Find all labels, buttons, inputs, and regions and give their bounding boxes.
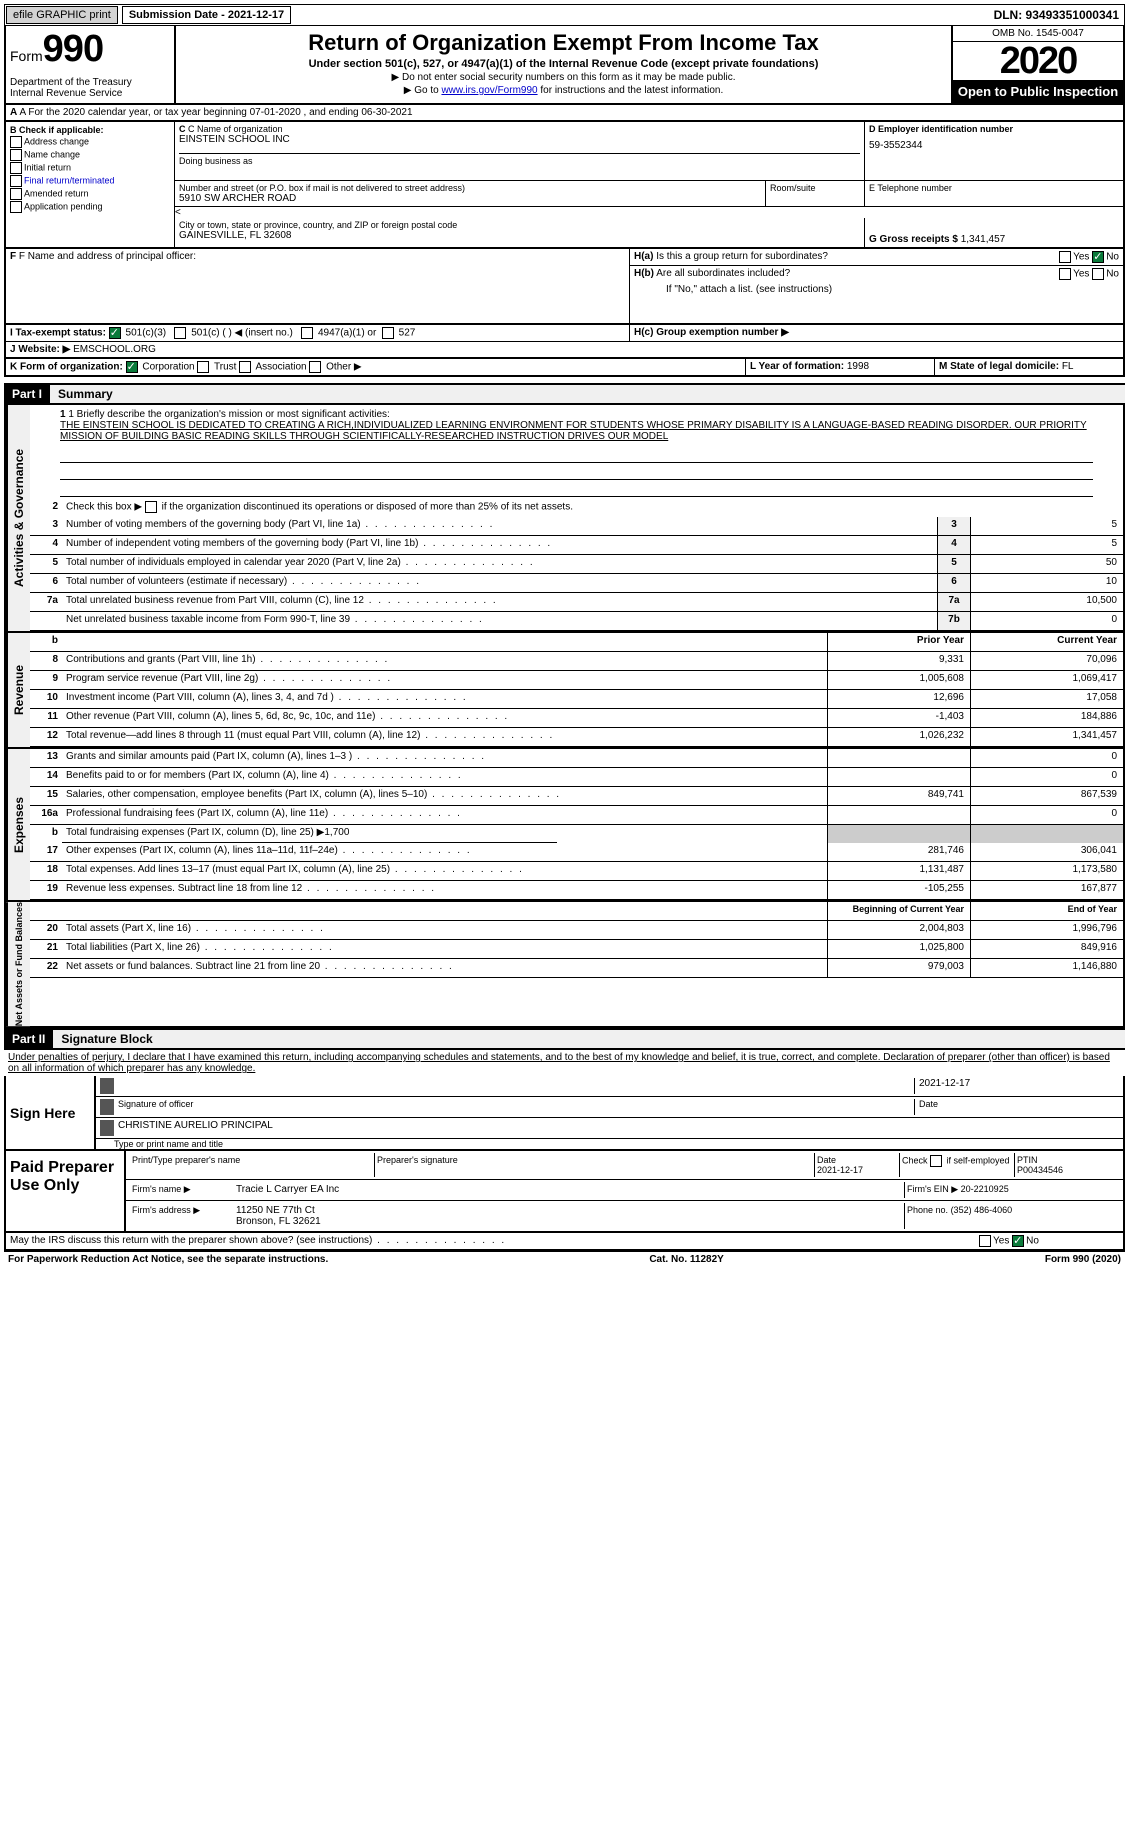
form-number: Form990: [10, 28, 170, 71]
table-row: 15Salaries, other compensation, employee…: [30, 787, 1123, 806]
irs-link[interactable]: www.irs.gov/Form990: [441, 85, 537, 96]
table-row: 8Contributions and grants (Part VIII, li…: [30, 652, 1123, 671]
initial-return-checkbox[interactable]: [10, 162, 22, 174]
mission-text: THE EINSTEIN SCHOOL IS DEDICATED TO CREA…: [60, 420, 1093, 442]
table-row: 13Grants and similar amounts paid (Part …: [30, 749, 1123, 768]
firm-ein: 20-2210925: [961, 1184, 1009, 1194]
table-row: Net unrelated business taxable income fr…: [30, 612, 1123, 631]
4947-checkbox[interactable]: [301, 327, 313, 339]
discontinued-checkbox[interactable]: [145, 501, 157, 513]
table-row: 21Total liabilities (Part X, line 26)1,0…: [30, 940, 1123, 959]
table-row: 22Net assets or fund balances. Subtract …: [30, 959, 1123, 978]
paid-preparer-block: Paid Preparer Use Only Print/Type prepar…: [4, 1151, 1125, 1233]
table-row: 18Total expenses. Add lines 13–17 (must …: [30, 862, 1123, 881]
sign-date: 2021-12-17: [914, 1078, 1119, 1094]
form-title: Return of Organization Exempt From Incom…: [184, 30, 943, 56]
dept-label: Department of the Treasury Internal Reve…: [10, 77, 170, 99]
table-row: 17Other expenses (Part IX, column (A), l…: [30, 843, 1123, 862]
ha-yes[interactable]: [1059, 251, 1071, 263]
amended-checkbox[interactable]: [10, 188, 22, 200]
hb-no[interactable]: [1092, 268, 1104, 280]
gross-receipts: 1,341,457: [961, 234, 1006, 245]
efile-button[interactable]: efile GRAPHIC print: [6, 6, 118, 24]
note-ssn: ▶ Do not enter social security numbers o…: [184, 72, 943, 83]
table-row: bTotal fundraising expenses (Part IX, co…: [30, 825, 1123, 843]
paid-preparer-label: Paid Preparer Use Only: [6, 1151, 126, 1231]
table-row: 6Total number of volunteers (estimate if…: [30, 574, 1123, 593]
sign-here-label: Sign Here: [6, 1076, 96, 1149]
ptin: P00434546: [1017, 1165, 1063, 1175]
expenses-section: Expenses 13Grants and similar amounts pa…: [4, 749, 1125, 902]
final-return-checkbox[interactable]: [10, 175, 22, 187]
section-klm: K Form of organization: Corporation Trus…: [4, 359, 1125, 377]
table-row: 10Investment income (Part VIII, column (…: [30, 690, 1123, 709]
perjury-declaration: Under penalties of perjury, I declare th…: [4, 1050, 1125, 1076]
section-f-h: F F Name and address of principal office…: [4, 249, 1125, 325]
other-checkbox[interactable]: [309, 361, 321, 373]
arrow-icon: [100, 1120, 114, 1136]
section-b-to-g: B Check if applicable: Address change Na…: [4, 122, 1125, 249]
501c3-checkbox[interactable]: [109, 327, 121, 339]
open-to-public: Open to Public Inspection: [953, 80, 1123, 103]
street-address: 5910 SW ARCHER ROAD: [179, 193, 761, 204]
form-header: Form990 Department of the Treasury Inter…: [4, 26, 1125, 105]
table-row: 12Total revenue—add lines 8 through 11 (…: [30, 728, 1123, 747]
city-state-zip: GAINESVILLE, FL 32608: [179, 230, 860, 241]
trust-checkbox[interactable]: [197, 361, 209, 373]
table-row: 14Benefits paid to or for members (Part …: [30, 768, 1123, 787]
tax-year-line: A A For the 2020 calendar year, or tax y…: [4, 105, 1125, 122]
firm-name: Tracie L Carryer EA Inc: [234, 1182, 904, 1198]
table-row: 20Total assets (Part X, line 16)2,004,80…: [30, 921, 1123, 940]
side-expenses: Expenses: [6, 749, 30, 900]
assoc-checkbox[interactable]: [239, 361, 251, 373]
note-link: ▶ Go to www.irs.gov/Form990 for instruct…: [184, 85, 943, 96]
section-i: I Tax-exempt status: 501(c)(3) 501(c) ( …: [4, 325, 1125, 342]
side-revenue: Revenue: [6, 633, 30, 747]
firm-phone: (352) 486-4060: [951, 1205, 1013, 1215]
form-subtitle: Under section 501(c), 527, or 4947(a)(1)…: [184, 58, 943, 70]
table-row: 4Number of independent voting members of…: [30, 536, 1123, 555]
app-pending-checkbox[interactable]: [10, 201, 22, 213]
org-name: EINSTEIN SCHOOL INC: [179, 134, 860, 145]
name-change-checkbox[interactable]: [10, 149, 22, 161]
net-assets-section: Net Assets or Fund Balances Beginning of…: [4, 902, 1125, 1028]
table-row: 19Revenue less expenses. Subtract line 1…: [30, 881, 1123, 900]
discuss-no[interactable]: [1012, 1235, 1024, 1247]
table-row: 16aProfessional fundraising fees (Part I…: [30, 806, 1123, 825]
501c-checkbox[interactable]: [174, 327, 186, 339]
governance-section: Activities & Governance 1 1 Briefly desc…: [4, 405, 1125, 633]
may-discuss: May the IRS discuss this return with the…: [6, 1233, 975, 1249]
sign-here-block: Sign Here 2021-12-17 Signature of office…: [4, 1076, 1125, 1151]
submission-date: Submission Date - 2021-12-17: [122, 6, 291, 24]
discuss-yes[interactable]: [979, 1235, 991, 1247]
page-footer: For Paperwork Reduction Act Notice, see …: [4, 1251, 1125, 1267]
table-row: 11Other revenue (Part VIII, column (A), …: [30, 709, 1123, 728]
website: EMSCHOOL.ORG: [73, 344, 156, 355]
officer-name: CHRISTINE AURELIO PRINCIPAL: [114, 1120, 1119, 1136]
firm-address-2: Bronson, FL 32621: [236, 1216, 902, 1227]
ein: 59-3552344: [869, 140, 1119, 151]
top-bar: efile GRAPHIC print Submission Date - 20…: [4, 4, 1125, 26]
table-row: 5Total number of individuals employed in…: [30, 555, 1123, 574]
tax-year: 2020: [953, 42, 1123, 80]
part-1-header: Part I Summary: [4, 383, 1125, 405]
side-governance: Activities & Governance: [6, 405, 30, 631]
dln-label: DLN: 93493351000341: [994, 8, 1123, 22]
arrow-icon: [100, 1078, 114, 1094]
section-j: J Website: ▶ EMSCHOOL.ORG: [4, 342, 1125, 359]
ha-no[interactable]: [1092, 251, 1104, 263]
side-netassets: Net Assets or Fund Balances: [6, 902, 30, 1026]
hb-yes[interactable]: [1059, 268, 1071, 280]
table-row: 7aTotal unrelated business revenue from …: [30, 593, 1123, 612]
self-employed-checkbox[interactable]: [930, 1155, 942, 1167]
table-row: 9Program service revenue (Part VIII, lin…: [30, 671, 1123, 690]
527-checkbox[interactable]: [382, 327, 394, 339]
firm-address-1: 11250 NE 77th Ct: [236, 1205, 902, 1216]
corp-checkbox[interactable]: [126, 361, 138, 373]
address-change-checkbox[interactable]: [10, 136, 22, 148]
table-row: 3Number of voting members of the governi…: [30, 517, 1123, 536]
revenue-section: Revenue b Prior Year Current Year 8Contr…: [4, 633, 1125, 749]
part-2-header: Part II Signature Block: [4, 1028, 1125, 1050]
